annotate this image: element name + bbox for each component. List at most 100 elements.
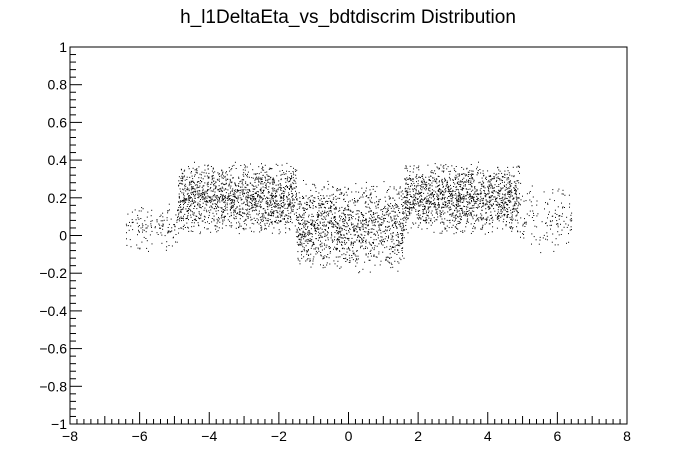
data-point: [238, 208, 240, 210]
data-point: [336, 188, 338, 189]
data-point: [449, 209, 451, 211]
data-point: [318, 207, 320, 209]
data-point: [260, 206, 262, 208]
data-point: [428, 179, 430, 181]
data-point: [416, 193, 418, 195]
data-point: [466, 221, 468, 222]
data-point: [465, 198, 467, 200]
data-point: [441, 180, 443, 182]
data-point: [504, 189, 506, 191]
data-point: [339, 188, 341, 190]
data-point: [430, 218, 432, 220]
data-point: [299, 206, 301, 208]
data-point: [272, 187, 274, 189]
data-point: [269, 182, 271, 184]
data-point: [237, 198, 239, 200]
data-point: [486, 217, 488, 219]
data-point: [393, 223, 395, 224]
data-point: [167, 210, 169, 212]
data-point: [343, 248, 345, 250]
data-point: [247, 213, 249, 215]
data-point: [313, 244, 315, 245]
data-point: [492, 178, 494, 180]
data-point: [482, 224, 484, 226]
data-point: [381, 219, 383, 220]
data-point: [191, 181, 193, 183]
data-point: [338, 216, 340, 218]
data-point: [260, 196, 262, 198]
data-point: [276, 204, 278, 206]
data-point: [318, 192, 320, 194]
data-point: [215, 181, 217, 183]
data-point: [260, 227, 262, 229]
data-point: [445, 203, 447, 205]
data-point: [455, 214, 457, 216]
data-point: [379, 223, 381, 225]
data-point: [282, 200, 284, 202]
data-point: [317, 216, 318, 218]
data-point: [353, 234, 355, 236]
data-point: [481, 228, 483, 230]
data-point: [350, 233, 352, 235]
data-point: [183, 224, 185, 226]
data-point: [428, 176, 430, 178]
data-point: [333, 226, 335, 228]
data-point: [279, 231, 281, 233]
data-point: [296, 230, 298, 232]
data-point: [480, 216, 482, 218]
data-point: [420, 217, 422, 219]
data-point: [325, 239, 327, 241]
data-point: [571, 229, 572, 231]
data-point: [307, 238, 309, 240]
data-point: [210, 183, 212, 185]
data-point: [555, 238, 557, 240]
data-point: [545, 223, 547, 224]
data-point: [510, 212, 512, 214]
data-point: [368, 206, 370, 208]
data-point: [288, 221, 290, 223]
data-point: [281, 212, 283, 214]
data-point: [308, 230, 310, 232]
data-point: [422, 219, 424, 221]
data-point: [504, 174, 506, 176]
data-point: [183, 206, 184, 208]
data-point: [396, 227, 398, 229]
data-point: [190, 214, 192, 216]
data-point: [465, 195, 467, 197]
data-point: [193, 182, 195, 183]
data-point: [499, 212, 501, 214]
data-point: [515, 215, 517, 217]
data-point: [507, 187, 509, 189]
data-point: [317, 228, 319, 230]
data-point: [410, 207, 412, 209]
data-point: [188, 201, 190, 203]
data-point: [474, 200, 476, 202]
x-tick-label: 2: [414, 428, 422, 444]
data-point: [213, 180, 214, 182]
data-point: [194, 191, 196, 193]
data-point: [383, 217, 385, 219]
data-point: [230, 191, 231, 193]
data-point: [297, 259, 299, 261]
data-point: [323, 224, 325, 226]
data-point: [511, 218, 513, 220]
data-point: [368, 232, 370, 234]
data-point: [462, 211, 464, 213]
data-point: [257, 194, 259, 196]
data-point: [349, 217, 350, 219]
data-point: [495, 204, 497, 206]
data-point: [451, 193, 453, 194]
data-point: [198, 224, 199, 226]
data-point: [230, 169, 232, 171]
data-point: [233, 196, 235, 198]
data-point: [259, 196, 261, 198]
data-point: [561, 193, 563, 195]
data-point: [235, 216, 237, 217]
data-point: [272, 212, 274, 214]
data-point: [451, 195, 453, 197]
data-point: [145, 238, 147, 239]
data-point: [497, 192, 499, 193]
data-point: [437, 185, 439, 186]
data-point: [321, 214, 323, 216]
data-point: [188, 195, 190, 196]
